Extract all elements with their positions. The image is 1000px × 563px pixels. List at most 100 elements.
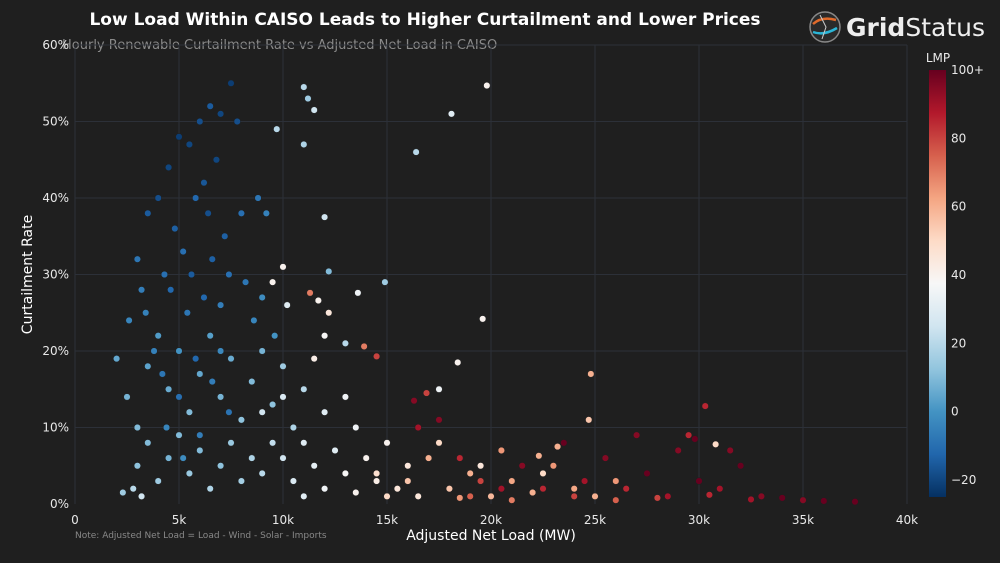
data-point [175,431,183,439]
data-point [160,270,168,279]
data-point [183,309,191,317]
data-point [691,435,699,443]
x-tick-label: 10k [272,513,294,527]
data-point [310,106,318,114]
data-point [165,385,173,393]
data-point [133,255,141,263]
data-point [664,492,672,500]
data-point [456,454,464,462]
data-point [225,408,233,416]
data-point [217,462,225,470]
data-point [158,370,166,378]
data-point [508,496,516,504]
x-tick-label: 20k [480,513,502,527]
data-point [633,431,641,439]
data-point [587,370,595,378]
data-point [206,332,214,340]
data-point [185,408,193,416]
data-point [289,477,297,485]
colorbar-tick-label: 100+ [951,63,984,77]
data-point [612,496,620,504]
data-point [227,355,235,363]
data-point [258,408,266,416]
data-point [144,362,152,370]
data-point [125,316,133,324]
data-point [300,385,308,393]
data-point [341,469,349,477]
data-point [221,232,229,240]
data-point [445,485,453,493]
data-point [685,431,693,439]
data-point [643,469,651,477]
data-point [747,495,755,503]
data-point [477,477,485,485]
data-point [237,416,245,424]
data-point [185,469,193,477]
data-point [187,270,196,279]
data-point [200,293,208,302]
data-point [138,492,146,500]
data-point [674,446,682,455]
data-point [310,355,318,363]
y-tick-label: 0% [50,497,69,511]
data-point [258,469,266,477]
data-point [185,140,193,148]
data-point [208,255,216,263]
data-point [200,179,208,187]
data-point [254,194,262,202]
data-point [154,332,162,340]
data-point [383,439,391,447]
data-point [237,477,245,485]
data-point [248,454,256,462]
data-point [273,125,281,133]
data-point [362,454,370,462]
data-point [179,248,187,256]
data-point [466,469,474,477]
data-point [208,378,216,386]
data-point [601,454,609,462]
x-tick-label: 25k [584,513,606,527]
data-point [331,446,339,455]
data-point [497,446,505,455]
data-point [271,332,279,340]
data-point [585,416,593,424]
data-point [167,286,175,294]
data-point [300,439,308,447]
x-tick-label: 0 [71,513,79,527]
data-point [497,485,505,493]
y-tick-label: 20% [42,344,69,358]
data-point [554,443,562,451]
data-point [726,446,734,455]
data-point [466,492,474,500]
data-point [508,477,516,485]
data-point [206,485,214,493]
data-point [435,385,443,393]
data-point [133,462,141,470]
data-point [179,454,187,462]
data-point [165,163,173,171]
data-point [325,267,333,275]
data-point [300,492,308,500]
data-point [279,362,287,370]
data-point [217,347,225,355]
data-point [851,498,859,506]
colorbar-tick-label: 20 [951,336,966,350]
data-point [304,95,312,103]
data-point [233,117,241,126]
data-point [123,393,131,401]
data-point [321,332,329,340]
data-point [314,296,322,305]
y-axis-title: Curtailment Rate [20,215,36,334]
data-point [300,83,308,91]
data-point [381,278,389,286]
data-point [412,148,420,156]
data-point [196,117,204,126]
data-point [154,194,162,202]
data-point [712,440,720,448]
data-point [705,491,713,499]
data-point [279,263,287,271]
data-point [154,477,162,485]
data-point [289,423,297,432]
data-point [383,492,391,500]
